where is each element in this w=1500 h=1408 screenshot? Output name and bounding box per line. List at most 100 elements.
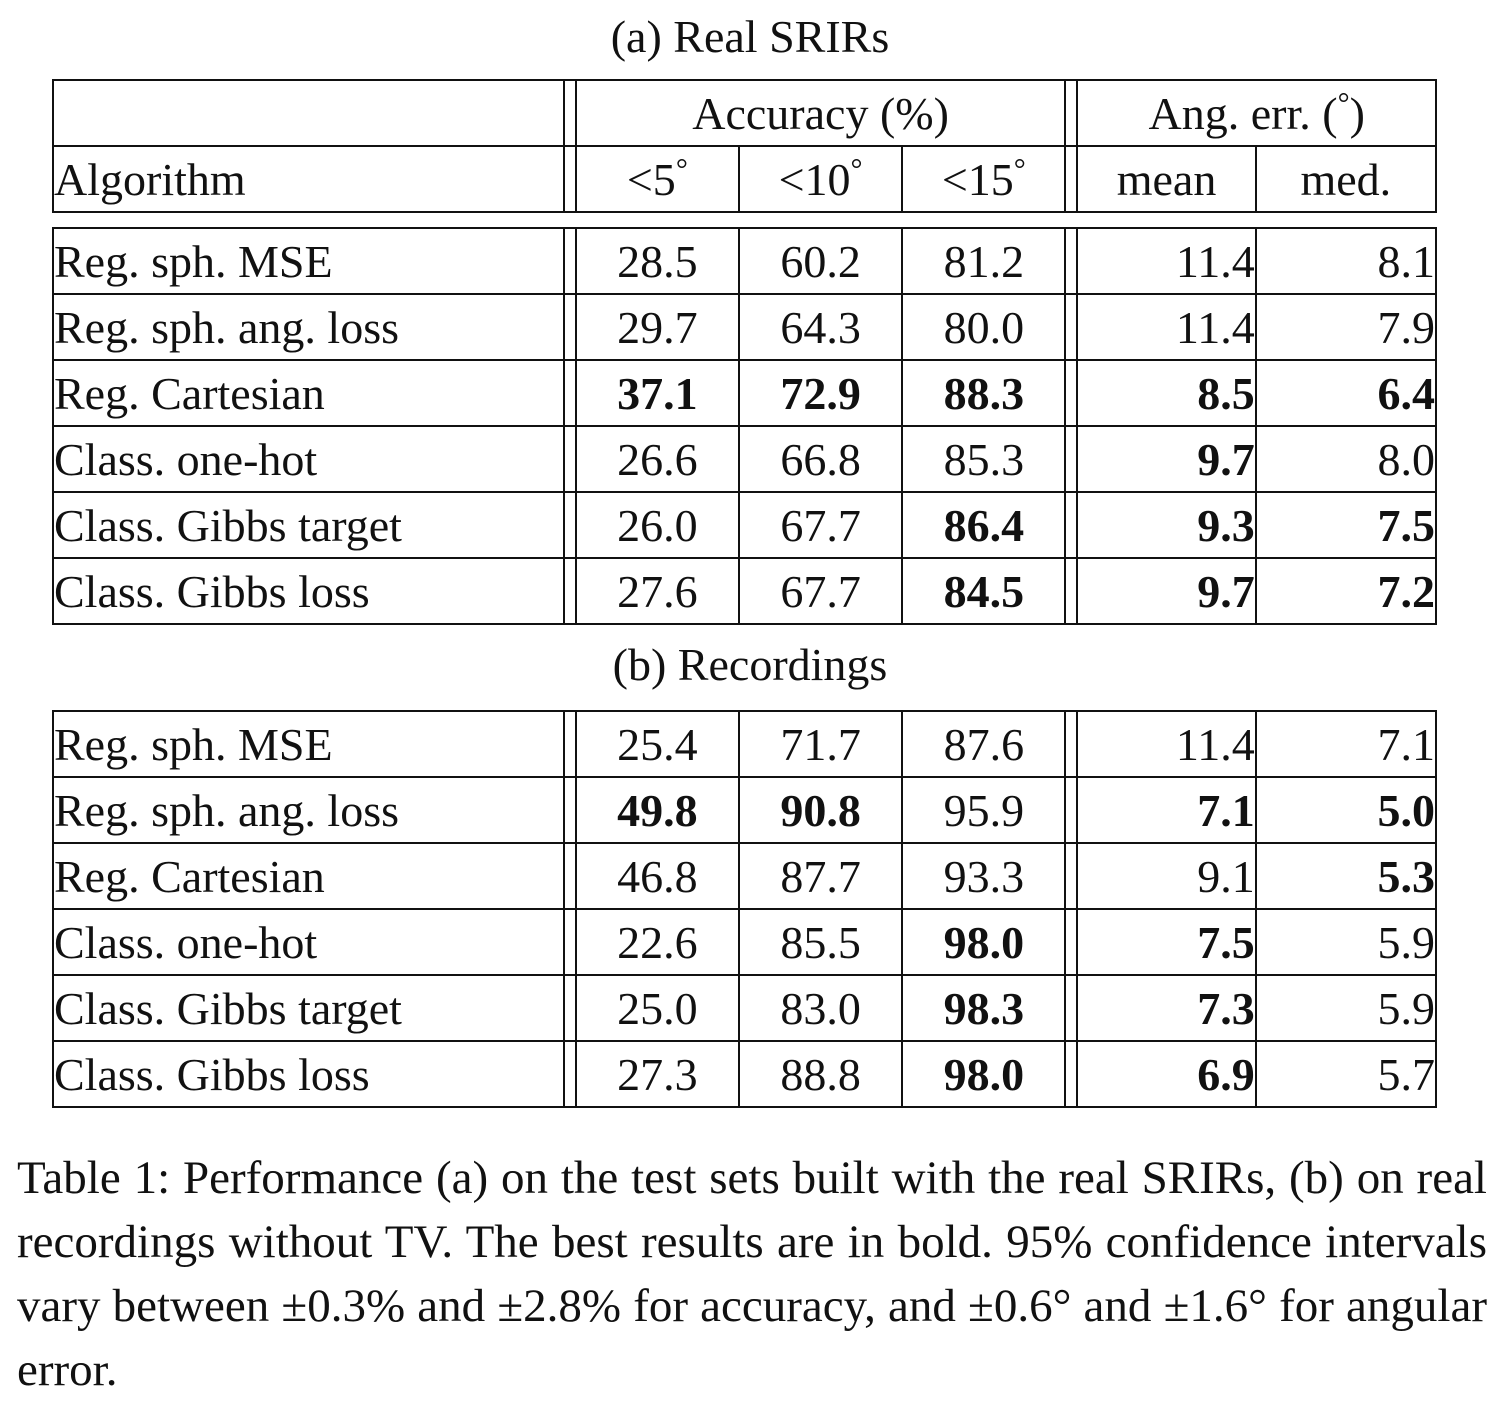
table-row: Class. Gibbs loss 27.3 88.8 98.0 6.9 5.7	[52, 1040, 1438, 1108]
acc-10-cell: 87.7	[737, 842, 904, 910]
median-error-cell: 8.1	[1254, 227, 1438, 295]
table-caption: Table 1: Performance (a) on the test set…	[17, 1152, 1487, 1396]
double-rule	[1064, 425, 1079, 493]
double-rule	[562, 491, 577, 559]
median-error-cell: 8.0	[1254, 425, 1438, 493]
acc-10-cell: 67.7	[737, 491, 904, 559]
header-algorithm: Algorithm	[52, 145, 565, 213]
table-row: Reg. sph. ang. loss 29.7 64.3 80.0 11.4 7.9	[52, 293, 1438, 361]
median-error-cell: 5.9	[1254, 908, 1438, 976]
acc-10-cell: 83.0	[737, 974, 904, 1042]
acc-10-cell: 71.7	[737, 710, 904, 778]
acc-15-cell: 86.4	[901, 491, 1067, 559]
algorithm-cell: Class. Gibbs loss	[52, 557, 565, 625]
double-rule	[562, 710, 577, 778]
median-error-cell: 7.5	[1254, 491, 1438, 559]
double-rule	[1064, 79, 1079, 147]
double-rule	[562, 557, 577, 625]
algorithm-cell: Reg. sph. MSE	[52, 227, 565, 295]
acc-10-cell: 85.5	[737, 908, 904, 976]
table-row: Reg. sph. ang. loss 49.8 90.8 95.9 7.1 5.0	[52, 776, 1438, 844]
acc-5-cell: 28.5	[574, 227, 740, 295]
algorithm-cell: Class. one-hot	[52, 908, 565, 976]
acc-5-cell: 22.6	[574, 908, 740, 976]
acc-10-cell: 90.8	[737, 776, 904, 844]
median-error-cell: 5.7	[1254, 1040, 1438, 1108]
acc-15-cell: 98.0	[901, 1040, 1067, 1108]
acc-10-cell: 66.8	[737, 425, 904, 493]
acc-10-cell: 88.8	[737, 1040, 904, 1108]
algorithm-cell: Class. Gibbs target	[52, 491, 565, 559]
table-row: Reg. sph. MSE 25.4 71.7 87.6 11.4 7.1	[52, 710, 1438, 778]
double-rule	[562, 359, 577, 427]
double-rule	[562, 425, 577, 493]
algorithm-cell: Reg. Cartesian	[52, 359, 565, 427]
mean-error-cell: 9.7	[1076, 557, 1257, 625]
median-error-cell: 7.9	[1254, 293, 1438, 361]
acc-15-cell: 85.3	[901, 425, 1067, 493]
acc-15-cell: 93.3	[901, 842, 1067, 910]
acc-15-cell: 80.0	[901, 293, 1067, 361]
table-row: Reg. Cartesian 37.1 72.9 88.3 8.5 6.4	[52, 359, 1438, 427]
header-acc-5: <5°	[574, 145, 740, 213]
median-error-cell: 5.0	[1254, 776, 1438, 844]
header-accuracy-group: Accuracy (%)	[574, 79, 1067, 147]
results-table-real-srirs: Reg. sph. MSE 28.5 60.2 81.2 11.4 8.1 Reg. sph…	[52, 227, 1438, 625]
median-error-cell: 6.4	[1254, 359, 1438, 427]
mean-error-cell: 11.4	[1076, 293, 1257, 361]
algorithm-cell: Reg. sph. ang. loss	[52, 293, 565, 361]
table-header: Accuracy (%) Ang. err. (°) Algorithm <5°…	[52, 79, 1438, 213]
algorithm-cell: Reg. sph. MSE	[52, 710, 565, 778]
algorithm-cell: Class. one-hot	[52, 425, 565, 493]
header-acc-10: <10°	[737, 145, 904, 213]
double-rule	[1064, 710, 1079, 778]
header-empty-cell	[52, 79, 565, 147]
acc-5-cell: 29.7	[574, 293, 740, 361]
mean-error-cell: 9.1	[1076, 842, 1257, 910]
double-rule	[562, 776, 577, 844]
mean-error-cell: 11.4	[1076, 227, 1257, 295]
mean-error-cell: 11.4	[1076, 710, 1257, 778]
double-rule	[562, 227, 577, 295]
acc-15-cell: 98.3	[901, 974, 1067, 1042]
double-rule	[562, 145, 577, 213]
mean-error-cell: 6.9	[1076, 1040, 1257, 1108]
acc-15-cell: 81.2	[901, 227, 1067, 295]
results-table-recordings: Reg. sph. MSE 25.4 71.7 87.6 11.4 7.1 Reg. sph…	[52, 710, 1438, 1108]
acc-5-cell: 26.0	[574, 491, 740, 559]
acc-5-cell: 46.8	[574, 842, 740, 910]
double-rule	[562, 79, 577, 147]
double-rule	[1064, 359, 1079, 427]
header-acc-15: <15°	[901, 145, 1067, 213]
mean-error-cell: 7.3	[1076, 974, 1257, 1042]
double-rule	[1064, 1040, 1079, 1108]
double-rule	[562, 1040, 577, 1108]
double-rule	[562, 842, 577, 910]
acc-5-cell: 25.4	[574, 710, 740, 778]
acc-15-cell: 84.5	[901, 557, 1067, 625]
acc-5-cell: 25.0	[574, 974, 740, 1042]
algorithm-cell: Reg. Cartesian	[52, 842, 565, 910]
acc-15-cell: 88.3	[901, 359, 1067, 427]
table-row: Reg. Cartesian 46.8 87.7 93.3 9.1 5.3	[52, 842, 1438, 910]
median-error-cell: 7.2	[1254, 557, 1438, 625]
header-median: med.	[1254, 145, 1438, 213]
acc-5-cell: 37.1	[574, 359, 740, 427]
double-rule	[1064, 974, 1079, 1042]
mean-error-cell: 9.3	[1076, 491, 1257, 559]
median-error-cell: 7.1	[1254, 710, 1438, 778]
algorithm-cell: Class. Gibbs target	[52, 974, 565, 1042]
median-error-cell: 5.3	[1254, 842, 1438, 910]
acc-15-cell: 98.0	[901, 908, 1067, 976]
acc-10-cell: 67.7	[737, 557, 904, 625]
table-row: Reg. sph. MSE 28.5 60.2 81.2 11.4 8.1	[52, 227, 1438, 295]
mean-error-cell: 7.5	[1076, 908, 1257, 976]
table-row: Class. one-hot 26.6 66.8 85.3 9.7 8.0	[52, 425, 1438, 493]
acc-5-cell: 27.3	[574, 1040, 740, 1108]
mean-error-cell: 9.7	[1076, 425, 1257, 493]
table-row: Class. one-hot 22.6 85.5 98.0 7.5 5.9	[52, 908, 1438, 976]
median-error-cell: 5.9	[1254, 974, 1438, 1042]
mean-error-cell: 8.5	[1076, 359, 1257, 427]
double-rule	[1064, 293, 1079, 361]
table-row: Class. Gibbs target 26.0 67.7 86.4 9.3 7.5	[52, 491, 1438, 559]
